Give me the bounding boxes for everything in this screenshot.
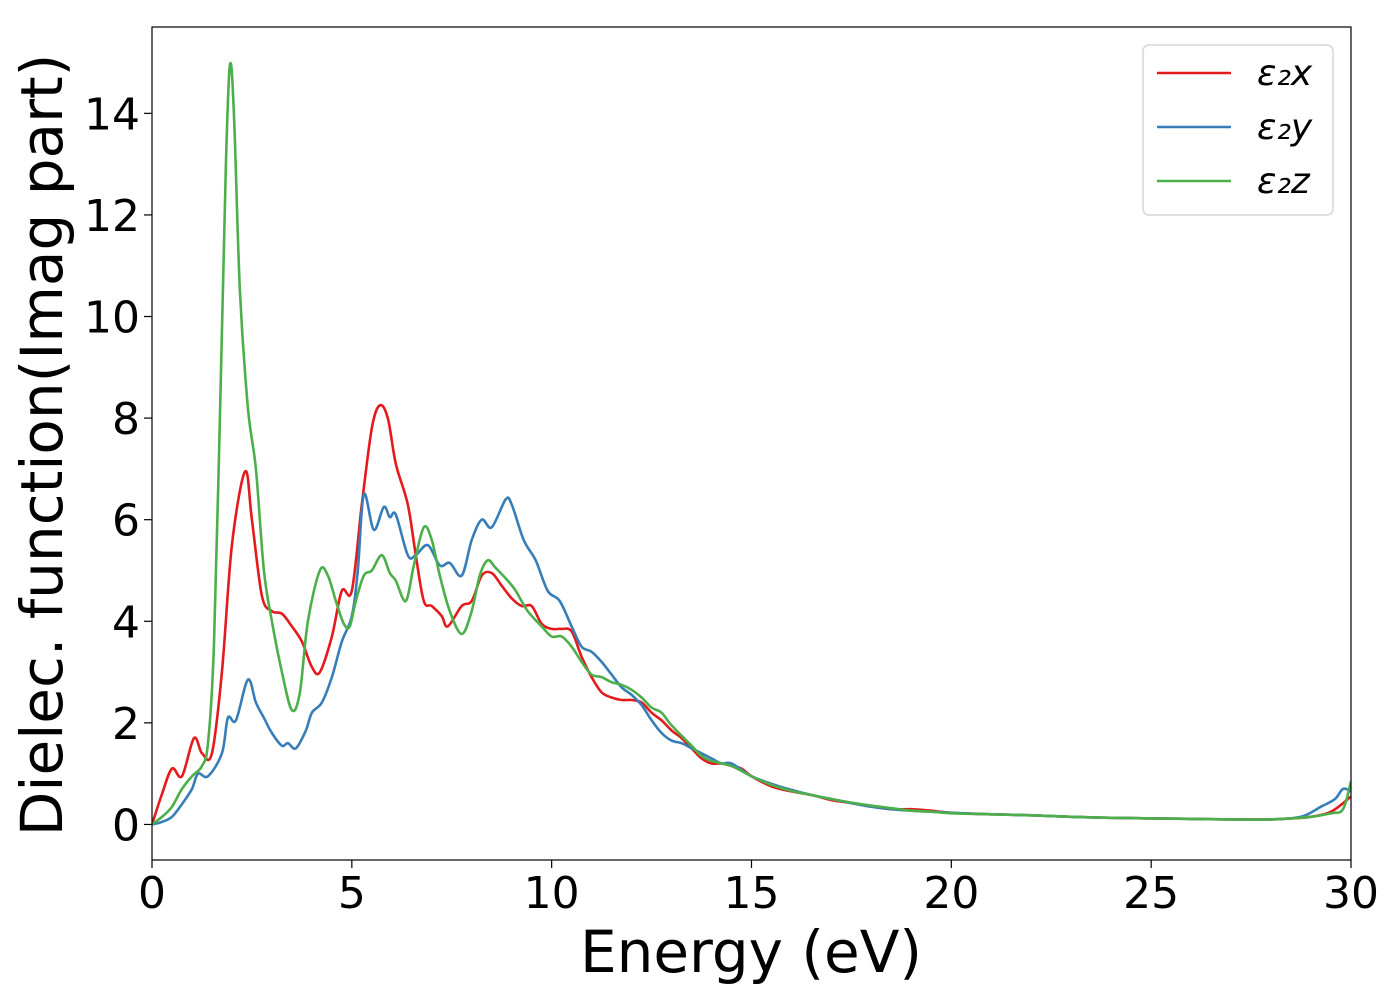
x-tick-label: 0 xyxy=(138,868,166,919)
x-tick-label: 30 xyxy=(1323,868,1379,919)
x-tick-label: 5 xyxy=(338,868,366,919)
x-axis-label: Energy (eV) xyxy=(580,918,922,986)
y-axis: 0 2 4 6 8 10 12 14 xyxy=(84,89,152,851)
y-tick-label: 4 xyxy=(112,597,140,648)
x-tick-label: 10 xyxy=(524,868,580,919)
series-line-0 xyxy=(152,403,1351,825)
y-tick-label: 10 xyxy=(84,293,140,344)
y-tick-label: 12 xyxy=(84,191,140,242)
legend-box xyxy=(1142,44,1334,216)
x-tick-label: 25 xyxy=(1123,868,1179,919)
y-tick-label: 14 xyxy=(84,89,140,140)
y-tick-label: 8 xyxy=(112,394,140,445)
series-layer xyxy=(152,61,1351,826)
x-tick-label: 20 xyxy=(923,868,979,919)
legend-label-0: ε₂x xyxy=(1257,53,1313,94)
legend: ε₂x ε₂y ε₂z xyxy=(1142,44,1334,216)
series-line-2 xyxy=(152,61,1351,826)
y-tick-label: 0 xyxy=(112,800,140,851)
y-tick-label: 6 xyxy=(112,496,140,547)
legend-label-1: ε₂y xyxy=(1257,107,1313,148)
x-tick-label: 15 xyxy=(724,868,780,919)
legend-label-2: ε₂z xyxy=(1257,161,1311,202)
y-tick-label: 2 xyxy=(112,699,140,750)
y-axis-label: Dielec. function(Imag part) xyxy=(8,54,76,837)
x-axis: 0 5 10 15 20 25 30 xyxy=(138,860,1379,919)
